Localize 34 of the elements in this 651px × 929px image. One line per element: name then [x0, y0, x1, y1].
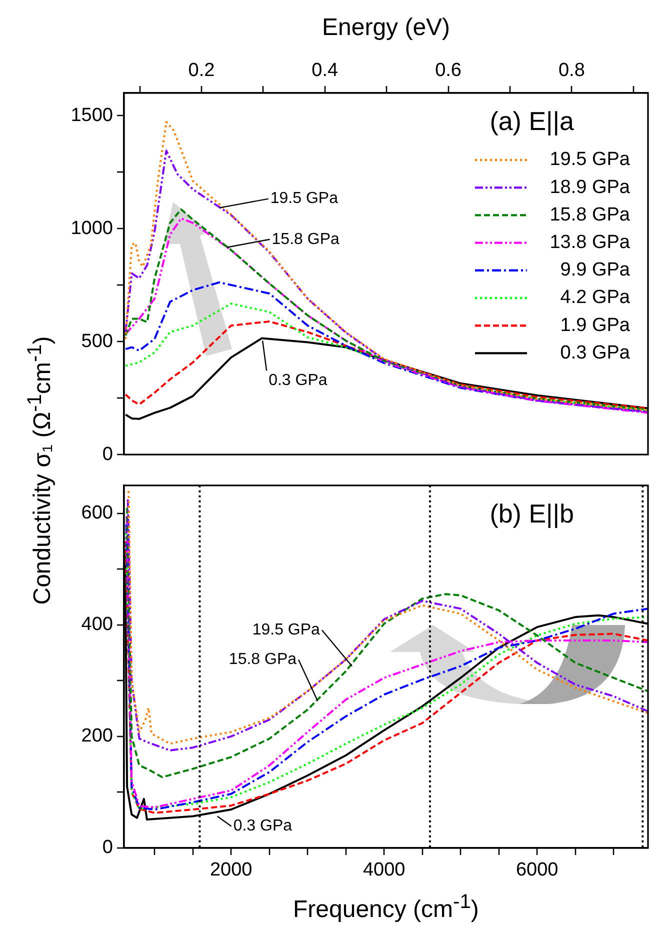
legend-label: 15.8 GPa [550, 204, 630, 226]
y-tick-label: 1500 [70, 104, 113, 126]
y-tick-label: 400 [81, 614, 113, 636]
annotation: (a) E||a [490, 106, 575, 136]
x-axis-title: Frequency (cm$^{-1}$) [293, 891, 479, 924]
annotation: (b) E||b [490, 498, 574, 529]
y-tick-label: 0 [102, 837, 113, 858]
x-tick-label: 4000 [362, 860, 406, 881]
y-tick-label: 200 [81, 726, 113, 747]
x-axis-title: Energy (eV) [322, 14, 450, 42]
legend-label: 9.9 GPa [560, 260, 630, 281]
annotation: 0.3 GPa [233, 818, 292, 835]
legend-label: 1.9 GPa [560, 314, 630, 336]
y-tick-label: 0 [102, 444, 113, 465]
annotation: 15.8 GPa [272, 230, 340, 248]
x-tick-label: 0.6 [435, 60, 462, 81]
line-series [124, 281, 648, 414]
legend-label: 19.5 GPa [550, 149, 630, 170]
y-tick-label: 1000 [70, 218, 113, 239]
legend-label: 13.8 GPa [550, 232, 630, 254]
annotation: 19.5 GPa [252, 622, 320, 639]
x-tick-label: 0.8 [558, 60, 585, 81]
legend-label: 4.2 GPa [560, 287, 630, 308]
annotation: 0.3 GPa [268, 372, 328, 390]
x-tick-label: 0.2 [188, 60, 215, 81]
y-tick-label: 600 [81, 502, 113, 524]
x-tick-label: 0.4 [312, 60, 339, 81]
annotation: 19.5 GPa [270, 190, 338, 208]
legend-label: 18.9 GPa [550, 176, 630, 198]
x-tick-label: 6000 [516, 860, 558, 881]
y-tick-label: 500 [81, 330, 113, 352]
annotation: 15.8 GPa [228, 651, 297, 668]
x-tick-label: 2000 [210, 860, 252, 881]
legend-label: 0.3 GPa [560, 342, 630, 364]
